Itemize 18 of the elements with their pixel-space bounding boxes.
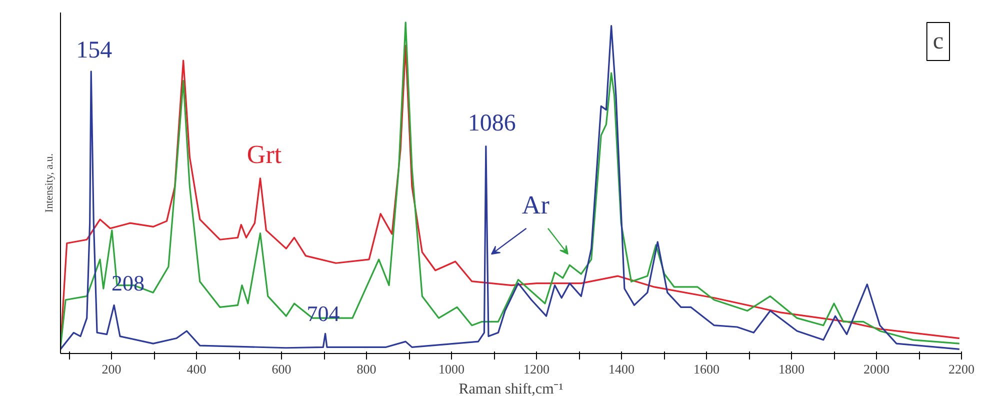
- x-tick-label: 1800: [778, 362, 804, 376]
- x-axis-title: Raman shift,cm⁻¹: [458, 382, 564, 398]
- x-tick-label: 800: [356, 362, 376, 376]
- annotation: c: [932, 28, 944, 54]
- x-tick-label: 2000: [864, 362, 890, 376]
- x-tick-label: 1600: [694, 362, 720, 376]
- x-tick-label: 200: [102, 362, 122, 376]
- annotation: 1086: [468, 110, 516, 136]
- annotation: 154: [76, 37, 112, 64]
- x-tick-label: 1200: [524, 362, 550, 376]
- y-axis-title: Intensity, a.u.: [44, 153, 56, 213]
- x-tick-label: 1400: [608, 362, 634, 376]
- annotation: Ar: [522, 190, 550, 220]
- x-tick-label: 400: [186, 362, 206, 376]
- x-tick-label: 1000: [438, 362, 464, 376]
- annotation: Grt: [246, 140, 282, 169]
- x-tick-label: 2200: [948, 362, 974, 376]
- x-tick-label: 600: [272, 362, 292, 376]
